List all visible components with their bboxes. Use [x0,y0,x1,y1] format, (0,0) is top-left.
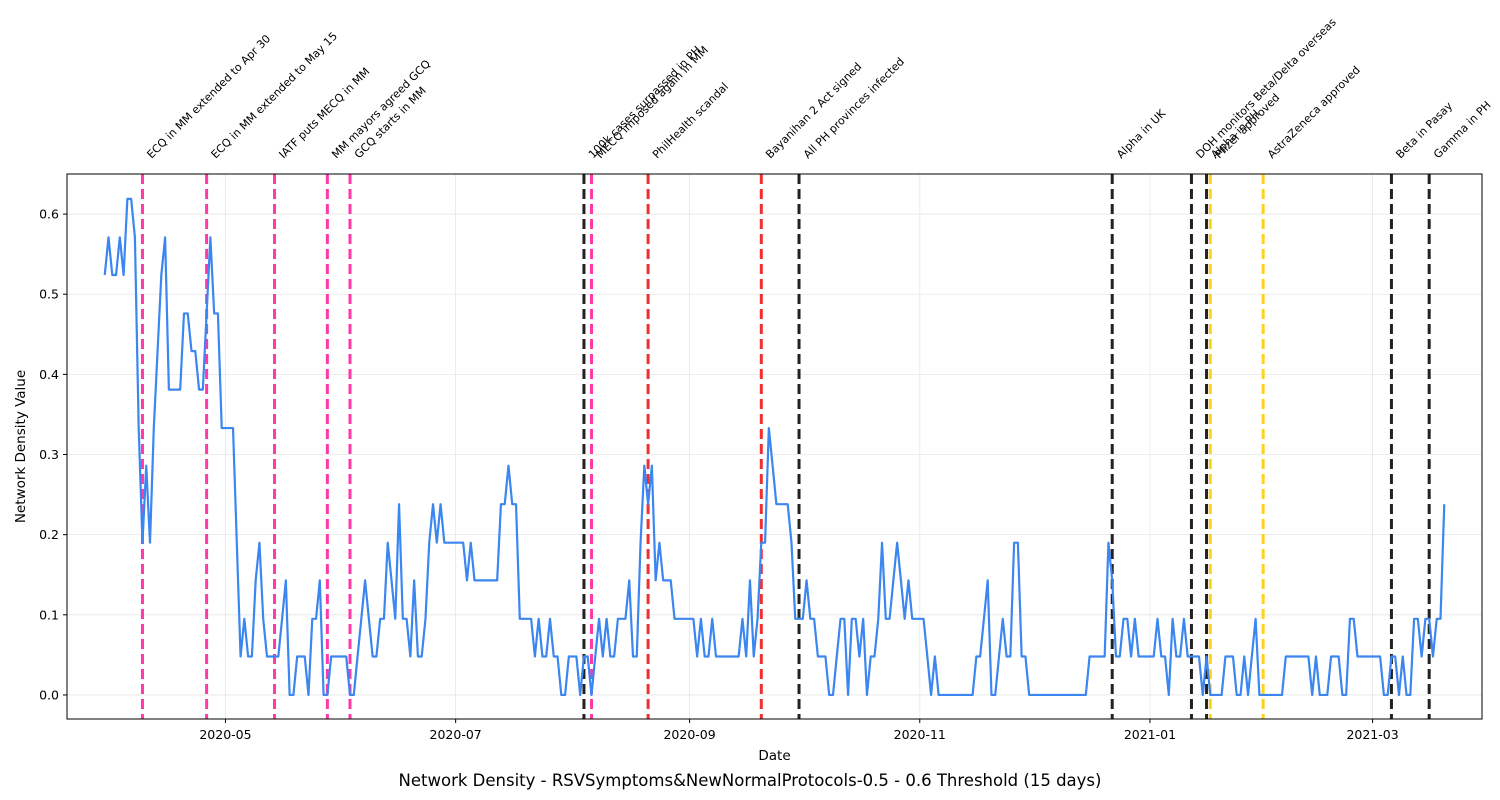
y-ticks-layer: 0.0 0.1 0.2 0.3 0.4 0.5 0.6 [39,207,67,702]
event-annotation: MM mayors agreed GCQ [329,57,433,161]
x-tick-label: 2020-07 [430,727,482,742]
x-tick-label: 2020-05 [199,727,251,742]
event-lines-layer [140,174,1431,719]
event-annotation: DOH monitors Beta/Delta overseas [1193,16,1339,162]
x-tick-label: 2021-03 [1346,727,1398,742]
chart-title: Network Density - RSVSymptoms&NewNormalP… [398,771,1102,790]
x-tick-label: 2020-09 [663,727,715,742]
y-axis-label: Network Density Value [13,370,29,523]
y-tick-label: 0.3 [39,447,59,462]
x-axis-label: Date [758,748,790,764]
y-tick-label: 0.6 [39,207,59,222]
y-tick-label: 0.1 [39,607,59,622]
x-tick-label: 2021-01 [1124,727,1176,742]
y-tick-label: 0.0 [39,687,59,702]
y-tick-label: 0.2 [39,527,59,542]
grid-layer [67,174,1482,719]
event-annotation: Alpha in UK [1114,106,1169,161]
event-annotation: ECQ in MM extended to May 15 [209,30,340,161]
plot-frame [66,173,1483,720]
density-series-line [103,197,1446,697]
event-annotation: ECQ in MM extended to Apr 30 [144,32,273,161]
y-tick-label: 0.4 [39,367,59,382]
y-tick-label: 0.5 [39,287,59,302]
series-layer [103,197,1446,697]
x-tick-label: 2020-11 [894,727,946,742]
x-ticks-layer: 2020-05 2020-07 2020-09 2020-11 2021-01 2021-… [199,719,1399,742]
event-annotation: MECQ imposed again in MM [593,44,711,162]
